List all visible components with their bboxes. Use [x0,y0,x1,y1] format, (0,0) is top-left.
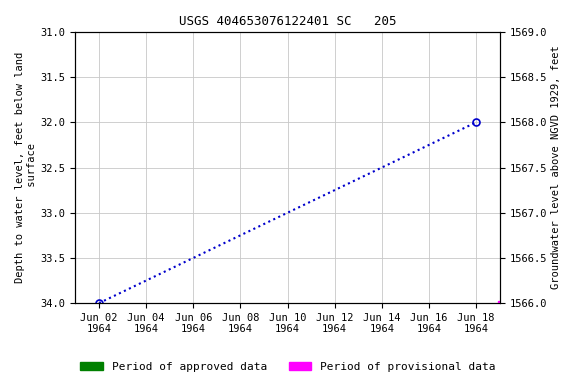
Y-axis label: Depth to water level, feet below land
 surface: Depth to water level, feet below land su… [15,52,37,283]
Y-axis label: Groundwater level above NGVD 1929, feet: Groundwater level above NGVD 1929, feet [551,46,561,290]
Legend: Period of approved data, Period of provisional data: Period of approved data, Period of provi… [76,358,500,377]
Title: USGS 404653076122401 SC   205: USGS 404653076122401 SC 205 [179,15,396,28]
